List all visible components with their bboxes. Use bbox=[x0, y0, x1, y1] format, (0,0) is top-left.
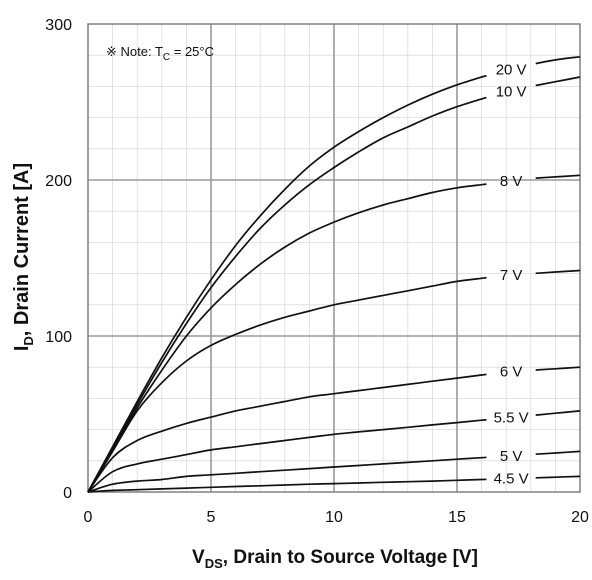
curve-labels: 20 V 10 V 8 V 7 V 6 V 5.5 V 5 V 4.5 V bbox=[494, 62, 529, 488]
curve-8-v-tail bbox=[535, 174, 581, 179]
series-label: 6 V bbox=[500, 364, 523, 381]
curve-6-v-tail bbox=[535, 366, 581, 371]
series-label: 20 V bbox=[496, 62, 527, 79]
x-tick-label: 5 bbox=[207, 509, 216, 526]
series-label: 5 V bbox=[500, 448, 523, 465]
y-tick-label: 0 bbox=[63, 485, 72, 502]
curve-8-v bbox=[87, 183, 487, 493]
x-tick-label: 0 bbox=[84, 509, 93, 526]
curve-7-v bbox=[87, 276, 487, 493]
curve-5-5-v-tail bbox=[535, 410, 581, 416]
curve-5-v-tail bbox=[535, 450, 581, 456]
curve-6-v bbox=[87, 373, 487, 493]
y-axis-title: ID, Drain Current [A] bbox=[11, 163, 36, 351]
curve-4-5-v-tail bbox=[535, 475, 581, 479]
x-axis-title: VDS, Drain to Source Voltage [V] bbox=[192, 547, 478, 571]
x-tick-label: 15 bbox=[448, 509, 466, 526]
curve-4-5-v bbox=[87, 478, 487, 493]
x-tick-label: 10 bbox=[325, 509, 343, 526]
x-tick-label: 20 bbox=[571, 509, 589, 526]
curve-7-v-tail bbox=[535, 269, 581, 275]
curve-10-v-tail bbox=[535, 76, 581, 87]
series-label: 4.5 V bbox=[494, 471, 529, 488]
y-tick-label: 300 bbox=[45, 17, 72, 34]
grid bbox=[87, 23, 581, 493]
series-label: 8 V bbox=[500, 173, 523, 190]
y-tick-label: 100 bbox=[45, 329, 72, 346]
plot-frame bbox=[87, 23, 581, 493]
series-label: 7 V bbox=[500, 267, 523, 284]
curve-5-v bbox=[87, 456, 487, 493]
note-text: ※ Note: TC = 25°C bbox=[106, 44, 214, 63]
curve-20-v bbox=[87, 74, 487, 493]
curve-5-5-v bbox=[87, 418, 487, 493]
curve-20-v-tail bbox=[535, 55, 581, 65]
curves bbox=[87, 55, 581, 493]
y-tick-label: 200 bbox=[45, 173, 72, 190]
series-label: 10 V bbox=[496, 83, 527, 100]
curve-10-v bbox=[87, 96, 487, 493]
series-label: 5.5 V bbox=[494, 409, 529, 426]
